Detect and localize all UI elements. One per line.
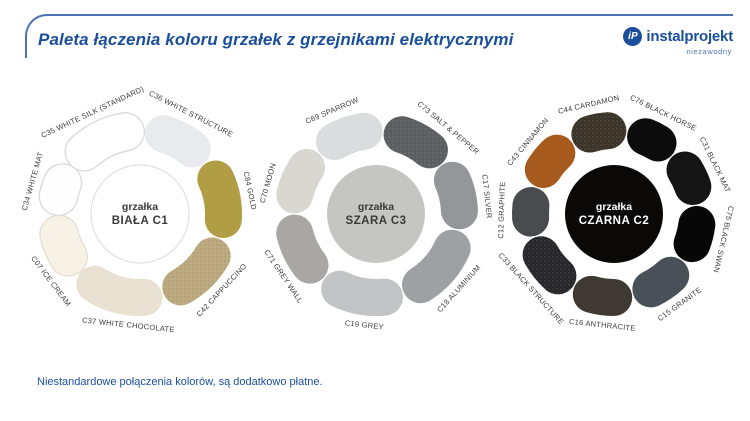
center-circle-czarna-c2 bbox=[565, 165, 663, 263]
logo-tagline: niezawodny bbox=[686, 47, 732, 56]
logo-brand: instalprojekt bbox=[646, 28, 733, 45]
segment-label-c84-gold: C84 GOLD bbox=[242, 171, 259, 211]
segment-c37-white-chocolate bbox=[76, 265, 163, 316]
segment-label-c75-black-swan: C75 BLACK SWAN bbox=[712, 205, 736, 274]
segment-label-c19-grey: C19 GREY bbox=[344, 318, 384, 331]
segment-texture-c42-cappuccino bbox=[162, 237, 231, 306]
segment-c84-gold bbox=[197, 160, 242, 239]
center-label-line1-biala-c1: grzałka bbox=[122, 201, 158, 213]
segment-label-c37-white-chocolate: C37 WHITE CHOCOLATE bbox=[82, 316, 175, 335]
center-label-line2-czarna-c2: CZARNA C2 bbox=[579, 215, 650, 227]
segment-c36-white-structure bbox=[144, 115, 211, 168]
segment-c31-black-mat bbox=[666, 151, 712, 206]
logo-icon: iP bbox=[623, 27, 643, 46]
center-label-line1-czarna-c2: grzałka bbox=[596, 201, 632, 213]
center-label-line2-biala-c1: BIAŁA C1 bbox=[112, 215, 169, 227]
segment-texture-c33-black-structure bbox=[522, 236, 577, 295]
center-label-line2-szara-c3: SZARA C3 bbox=[345, 215, 406, 227]
center-circle-biala-c1 bbox=[90, 164, 190, 264]
segment-c43-cinnamon bbox=[524, 134, 576, 188]
segment-c76-black-horse bbox=[627, 118, 677, 162]
footer-note: Niestandardowe połączenia kolorów, są do… bbox=[37, 376, 323, 388]
segment-c07-ice-cream bbox=[40, 215, 87, 276]
center-label-line1-szara-c3: grzałka bbox=[358, 201, 394, 213]
segment-c35-white-silk-standard bbox=[65, 113, 144, 171]
center-circle-szara-c3 bbox=[327, 165, 425, 263]
segment-texture-c73-salt-pepper bbox=[383, 116, 448, 169]
segment-c69-sparrow bbox=[316, 112, 383, 161]
logo: iP instalprojekt niezawodny bbox=[623, 27, 733, 56]
segment-c75-black-swan bbox=[673, 205, 716, 263]
segment-c71-grey-wall bbox=[276, 214, 329, 284]
segment-c15-granite bbox=[632, 256, 690, 308]
segment-label-c16-anthracite: C16 ANTHRACITE bbox=[569, 317, 636, 333]
segment-c19-grey bbox=[321, 270, 403, 316]
logo-row: iP instalprojekt bbox=[623, 27, 733, 46]
page-title: Paleta łączenia koloru grzałek z grzejni… bbox=[38, 30, 514, 49]
segment-c18-aluminium bbox=[402, 229, 471, 304]
segment-label-c44-cardamon: C44 CARDAMON bbox=[557, 93, 620, 116]
segment-label-c70-moon: C70 MOON bbox=[258, 162, 278, 204]
segment-c16-anthracite bbox=[572, 275, 633, 316]
segment-texture-c44-cardamon bbox=[571, 112, 627, 153]
segment-c34-white-mat bbox=[39, 164, 81, 215]
segment-label-c17-silver: C17 SILVER bbox=[480, 174, 494, 219]
header-frame-line bbox=[25, 14, 733, 58]
segment-label-c12-graphite: C12 GRAPHITE bbox=[496, 181, 507, 238]
segment-c70-moon bbox=[276, 149, 326, 214]
segment-c17-silver bbox=[433, 161, 478, 230]
